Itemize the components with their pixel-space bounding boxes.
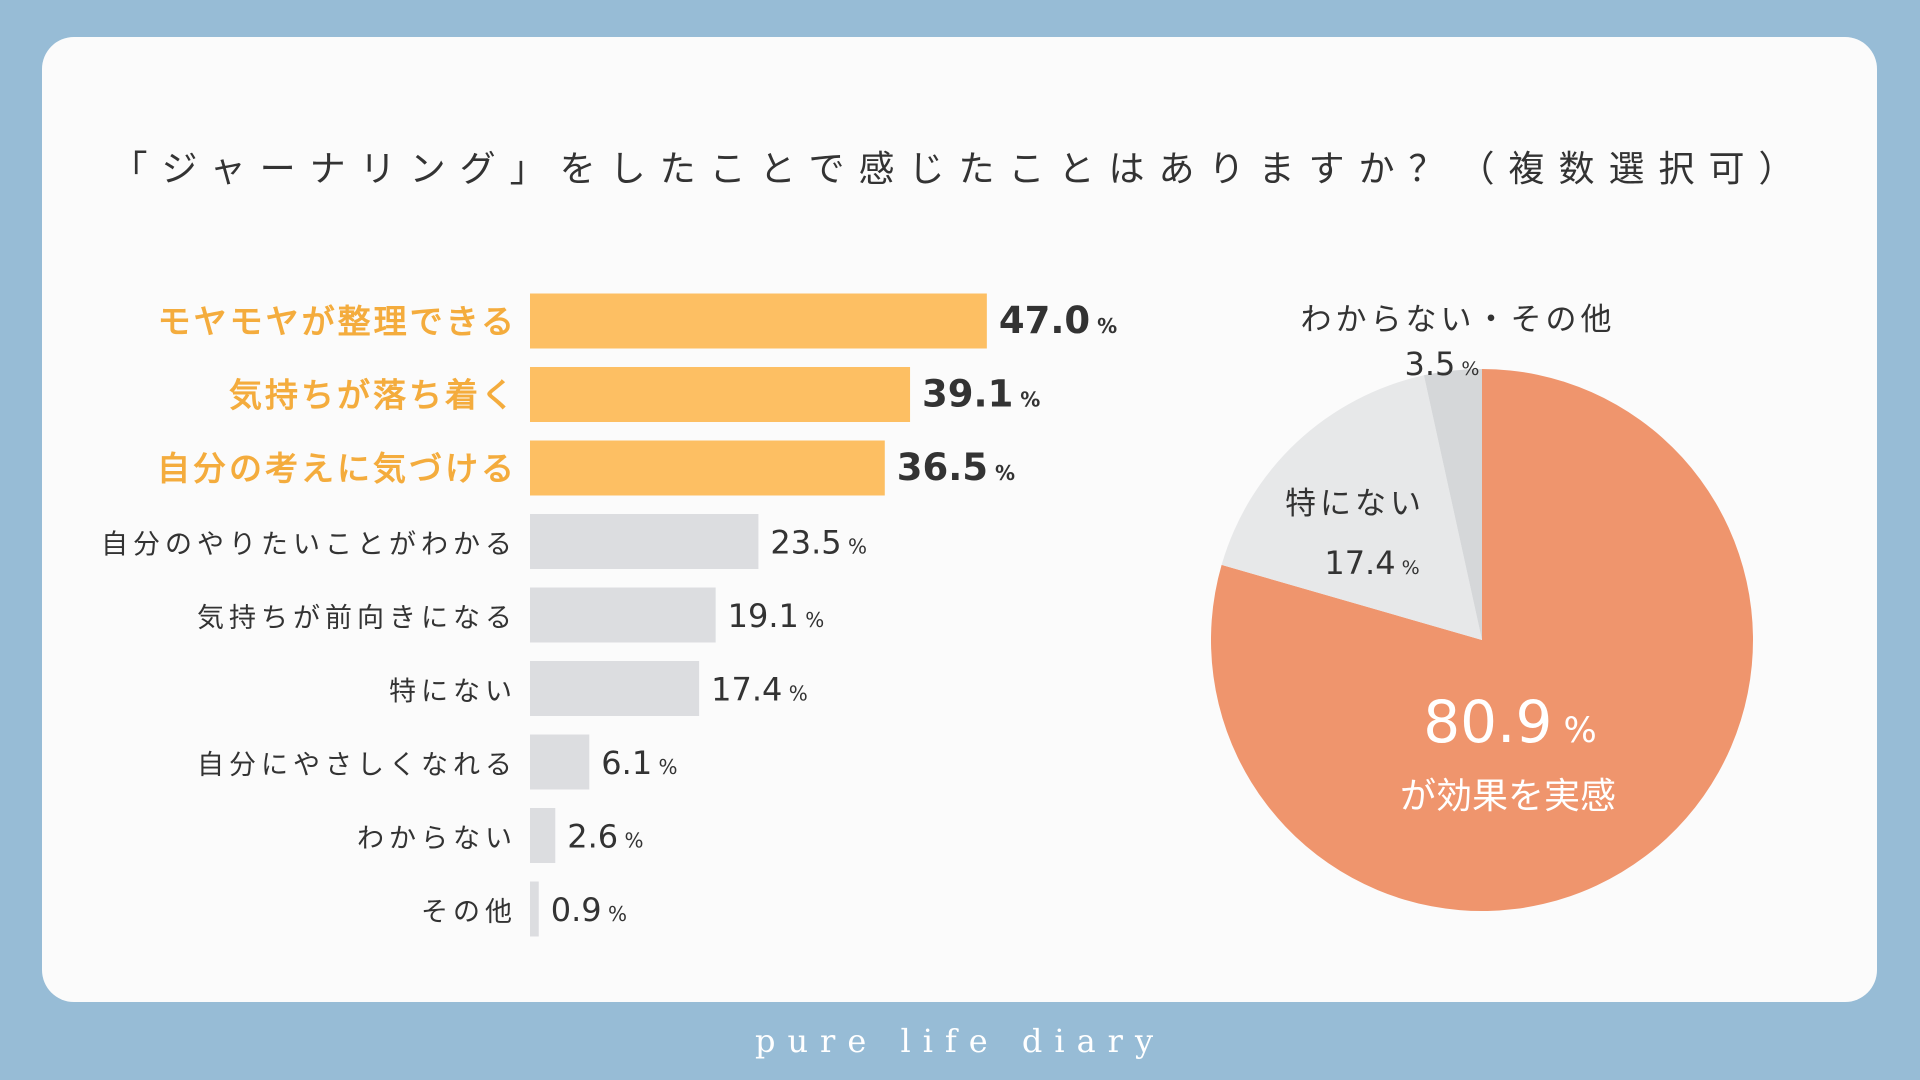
unit-label: % [1013,388,1040,412]
category-label: 気持ちが前向きになる [197,603,517,634]
value-number: 2.6 [567,818,618,856]
value-number: 19.1 [728,597,799,635]
pie-main-value: 80.9 % [1423,688,1597,756]
pie-slice-value: 3.5 % [1405,345,1480,383]
bar [530,440,885,496]
unit-label: % [988,461,1015,485]
unit-label: % [618,829,643,853]
bar [530,734,590,790]
bar [530,661,700,716]
pie-slice [1221,375,1482,640]
category-label: 特にない [389,677,517,708]
pie-slice-label: わからない・その他 [1301,302,1616,338]
unit-label: % [1552,711,1596,751]
pie-main-label: が効果を実感 [1400,776,1616,817]
value-number: 47.0 [999,299,1090,342]
slice-value: 3.5 [1405,345,1456,383]
value-number: 0.9 [551,891,602,929]
unit-label: % [602,902,627,926]
category-label: 自分の考えに気づける [157,449,517,488]
category-label: 気持ちが落ち着く [229,376,517,415]
bar [530,367,911,422]
value-number: 23.5 [770,524,841,562]
value-label: 17.4 % [711,671,808,709]
unit-label: % [1396,557,1420,579]
unit-label: % [842,535,867,559]
slice-value: 80.9 [1423,688,1552,756]
bar [530,808,556,863]
value-label: 2.6 % [567,818,643,856]
pie-slice [1423,369,1482,640]
value-label: 47.0 % [999,299,1117,342]
pie-slice-value: 17.4 % [1324,544,1419,582]
brand-footer: pure life diary [754,1022,1166,1060]
bar [530,587,716,643]
bar [530,514,759,569]
bar [530,293,987,349]
value-label: 19.1 % [728,597,825,635]
category-label: わからない [357,824,517,855]
value-number: 17.4 [711,671,782,709]
value-label: 39.1 % [922,373,1040,416]
chart-title: 「ジャーナリング」をしたことで感じたことはありますか？（複数選択可） [111,149,1809,190]
bar [530,881,539,937]
category-label: 自分のやりたいことがわかる [101,530,517,561]
value-label: 36.5 % [897,446,1015,489]
unit-label: % [1090,314,1117,338]
pie-slice-label: 特にない [1285,486,1425,522]
value-label: 23.5 % [770,524,867,562]
value-label: 6.1 % [601,744,677,782]
unit-label: % [782,682,807,706]
category-label: モヤモヤが整理できる [158,302,517,341]
value-number: 39.1 [922,373,1013,416]
unit-label: % [652,755,677,779]
value-number: 36.5 [897,446,988,489]
unit-label: % [799,608,824,632]
category-label: 自分にやさしくなれる [197,750,517,781]
unit-label: % [1455,358,1479,380]
value-label: 0.9 % [551,891,627,929]
slice-value: 17.4 [1324,544,1395,582]
category-label: その他 [421,897,517,928]
value-number: 6.1 [601,744,652,782]
